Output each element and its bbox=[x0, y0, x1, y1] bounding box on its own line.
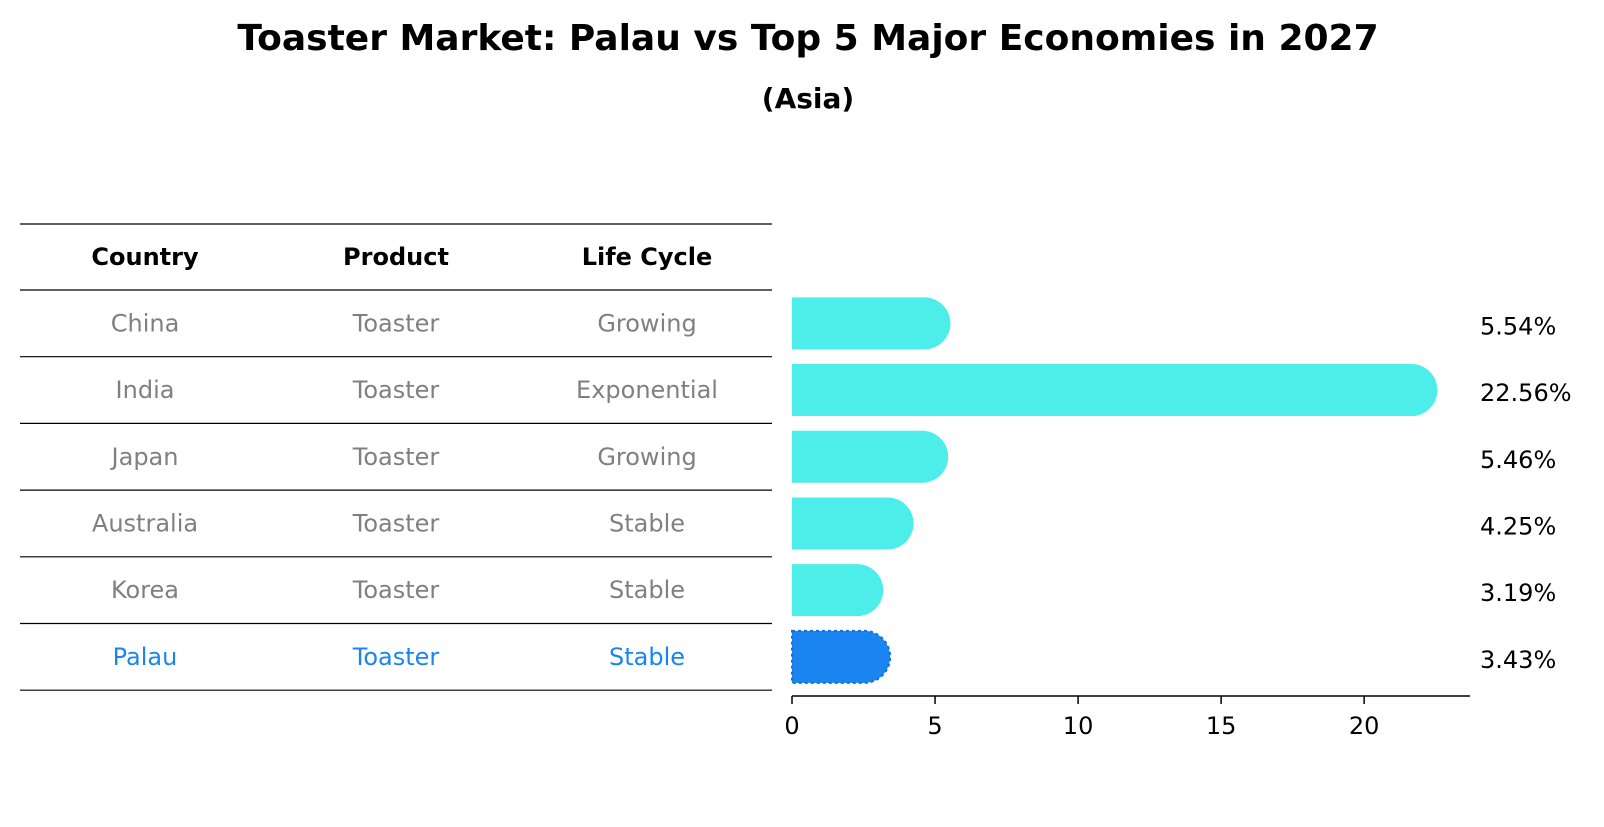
table-cell: Stable bbox=[609, 509, 685, 537]
table-cell: China bbox=[111, 309, 180, 337]
bar-china bbox=[792, 297, 951, 350]
bar-india bbox=[792, 364, 1438, 417]
table-cell: Exponential bbox=[576, 376, 718, 404]
bar-value-label: 22.56% bbox=[1480, 379, 1572, 407]
bar-value-label: 5.46% bbox=[1480, 446, 1556, 474]
table-cell: Australia bbox=[92, 509, 198, 537]
table-cell: Palau bbox=[113, 643, 178, 671]
x-tick-label: 0 bbox=[784, 712, 799, 740]
table-cell: Stable bbox=[609, 643, 685, 671]
bar-australia bbox=[792, 497, 914, 550]
table-header-cell: Life Cycle bbox=[582, 243, 713, 271]
table: Country Product Life Cycle China Toaster Grow… bbox=[20, 223, 772, 691]
table-cell: Toaster bbox=[352, 376, 440, 404]
table-cell: India bbox=[116, 376, 175, 404]
x-tick-label: 15 bbox=[1206, 712, 1237, 740]
table-cell: Growing bbox=[597, 443, 696, 471]
table-cell: Toaster bbox=[352, 309, 440, 337]
x-tick-label: 10 bbox=[1063, 712, 1094, 740]
x-axis: 0 5 10 15 20 bbox=[784, 695, 1470, 740]
chart-title: Toaster Market: Palau vs Top 5 Major Eco… bbox=[237, 18, 1378, 59]
chart-subtitle: (Asia) bbox=[762, 82, 854, 115]
bar-value-label: 5.54% bbox=[1480, 312, 1556, 340]
bar-series: 5.54% 22.56% 5.46% 4.25% 3.19% 3.43% bbox=[791, 297, 1572, 684]
table-cell: Stable bbox=[609, 576, 685, 604]
bar-value-label: 3.43% bbox=[1480, 646, 1556, 674]
table-cell: Growing bbox=[597, 309, 696, 337]
x-tick-label: 5 bbox=[927, 712, 942, 740]
bar-korea bbox=[792, 564, 884, 617]
table-cell: Japan bbox=[110, 443, 179, 471]
bar-value-label: 4.25% bbox=[1480, 512, 1556, 540]
table-header-cell: Country bbox=[91, 243, 199, 271]
table-cell: Toaster bbox=[352, 576, 440, 604]
x-tick-label: 20 bbox=[1349, 712, 1380, 740]
bar-value-label: 3.19% bbox=[1480, 579, 1556, 607]
table-cell: Toaster bbox=[352, 443, 440, 471]
table-cell: Korea bbox=[111, 576, 179, 604]
table-cell: Toaster bbox=[352, 643, 440, 671]
table-header-cell: Product bbox=[343, 243, 449, 271]
table-cell: Toaster bbox=[352, 509, 440, 537]
bar-palau bbox=[791, 629, 892, 684]
bar-japan bbox=[792, 430, 949, 483]
